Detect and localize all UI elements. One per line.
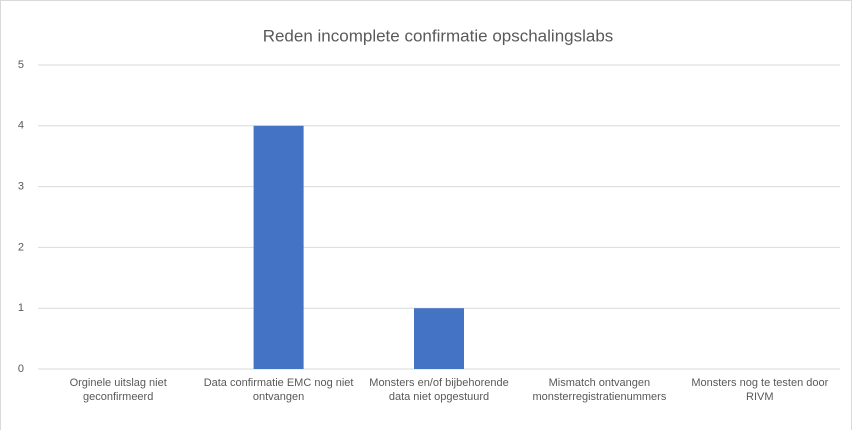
x-tick-label: Mismatch ontvangen monsterregistratienum… — [532, 377, 667, 403]
y-tick-label: 2 — [18, 241, 24, 253]
y-tick-label: 0 — [18, 363, 24, 375]
bar — [253, 125, 304, 369]
x-tick-label: Orginele uitslag niet geconfirmeerd — [69, 377, 167, 403]
bar — [414, 308, 464, 369]
y-tick-label: 3 — [18, 181, 24, 193]
x-tick-label: Monsters nog te testen door RIVM — [691, 377, 829, 403]
y-tick-label: 5 — [18, 59, 24, 71]
chart-title: Reden incomplete confirmatie opschalings… — [263, 26, 614, 45]
y-tick-label: 4 — [18, 120, 24, 132]
x-tick-label: Data confirmatie EMC nog niet ontvangen — [203, 377, 354, 403]
x-tick-label: Monsters en/of bijbehorende data niet op… — [369, 377, 509, 403]
y-tick-label: 1 — [18, 302, 24, 314]
